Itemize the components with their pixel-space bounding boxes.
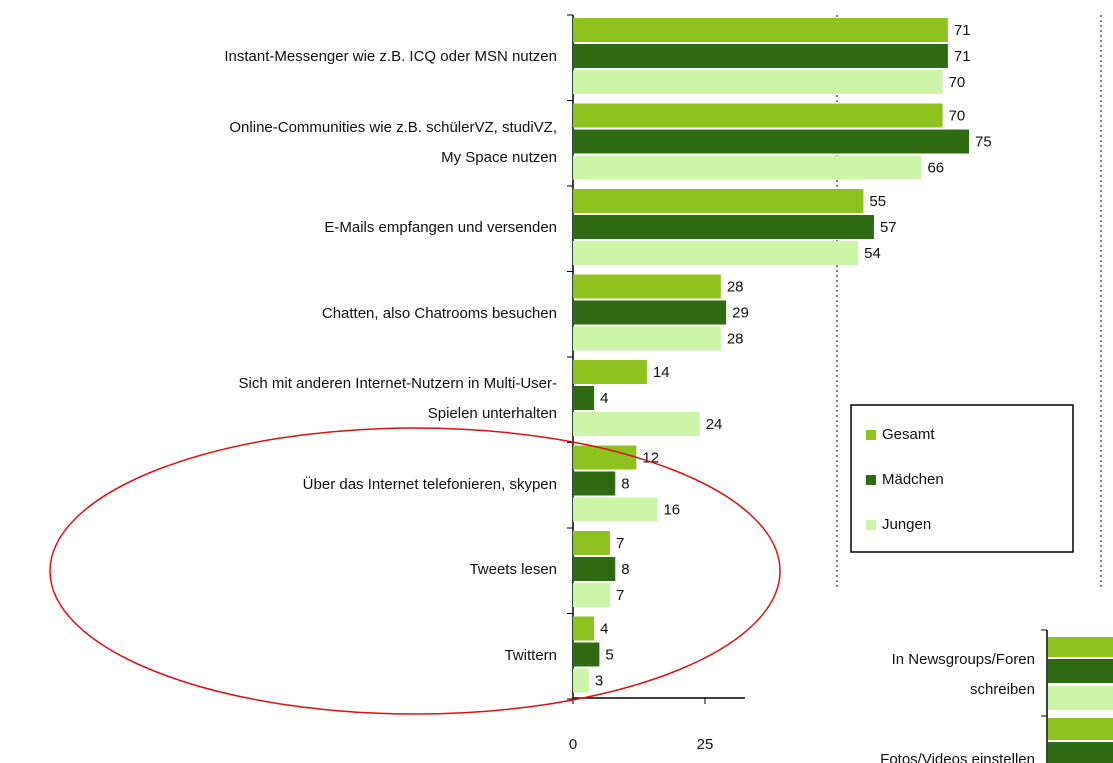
legend-box (850, 404, 1074, 553)
bar (573, 189, 864, 213)
value-label: 71 (954, 48, 971, 65)
category-label: Über das Internet telefonieren, skypen (302, 475, 557, 493)
legend-label: Mädchen (882, 471, 944, 488)
category-label: Chatten, also Chatrooms besuchen (321, 304, 557, 322)
bar (573, 44, 948, 68)
bar (573, 215, 874, 239)
value-label: 3 (595, 672, 603, 689)
highlight-ellipse (49, 427, 781, 715)
bar (573, 70, 943, 94)
bar (573, 616, 595, 641)
value-label: 55 (869, 193, 886, 210)
inset-bar (1048, 686, 1113, 710)
inset-bar (1048, 659, 1113, 683)
bar (573, 300, 727, 325)
bar (573, 412, 700, 436)
value-label: 5 (605, 646, 613, 663)
bar (573, 386, 595, 410)
category-label: Sich mit anderen Internet-Nutzern in Mul… (238, 375, 557, 422)
legend-swatch (866, 430, 876, 440)
bar (573, 583, 610, 607)
value-label: 28 (727, 330, 744, 347)
value-label: 24 (706, 416, 723, 433)
category-label: Twittern (504, 646, 557, 664)
value-label: 7 (616, 535, 624, 552)
value-label: 71 (954, 22, 971, 39)
category-label: Instant-Messenger wie z.B. ICQ oder MSN … (224, 48, 557, 65)
value-label: 66 (927, 159, 944, 176)
legend-label: Gesamt (882, 426, 935, 443)
value-label: 4 (600, 390, 608, 407)
value-label: 8 (621, 475, 629, 492)
bar (573, 274, 721, 299)
value-label: 12 (642, 449, 659, 466)
value-label: 7 (616, 587, 624, 604)
bar (573, 18, 948, 42)
bar (573, 129, 969, 154)
value-label: 54 (864, 245, 881, 262)
bar (573, 531, 610, 555)
legend-swatch (866, 475, 876, 485)
value-label: 14 (653, 364, 670, 381)
legend-swatch (866, 520, 876, 530)
legend-label: Jungen (882, 516, 931, 533)
bar (573, 668, 589, 693)
value-label: 70 (949, 107, 966, 124)
inset-category-label: Fotos/Videos einstellen (880, 751, 1035, 763)
inset-bar (1048, 742, 1113, 763)
bar (573, 360, 647, 384)
inset-category-label: In Newsgroups/Foren schreiben (891, 651, 1035, 698)
value-label: 4 (600, 620, 608, 637)
value-label: 16 (663, 501, 680, 518)
bar (573, 557, 616, 581)
value-label: 28 (727, 278, 744, 295)
x-tick-label: 25 (697, 736, 714, 753)
category-label: Tweets lesen (469, 561, 557, 578)
bar (573, 326, 721, 351)
value-label: 75 (975, 133, 992, 150)
bar (573, 155, 922, 180)
bar (573, 497, 658, 522)
value-label: 70 (949, 74, 966, 91)
bar (573, 471, 616, 496)
bar (573, 642, 600, 667)
inset-bar (1048, 637, 1113, 657)
inset-bar (1048, 718, 1113, 740)
category-label: Online-Communities wie z.B. schülerVZ, s… (229, 118, 557, 166)
value-label: 29 (732, 304, 749, 321)
x-tick-label: 0 (569, 736, 577, 753)
value-label: 8 (621, 561, 629, 578)
bar (573, 241, 859, 265)
value-label: 57 (880, 219, 897, 236)
category-label: E-Mails empfangen und versenden (324, 219, 557, 236)
bar (573, 103, 943, 128)
